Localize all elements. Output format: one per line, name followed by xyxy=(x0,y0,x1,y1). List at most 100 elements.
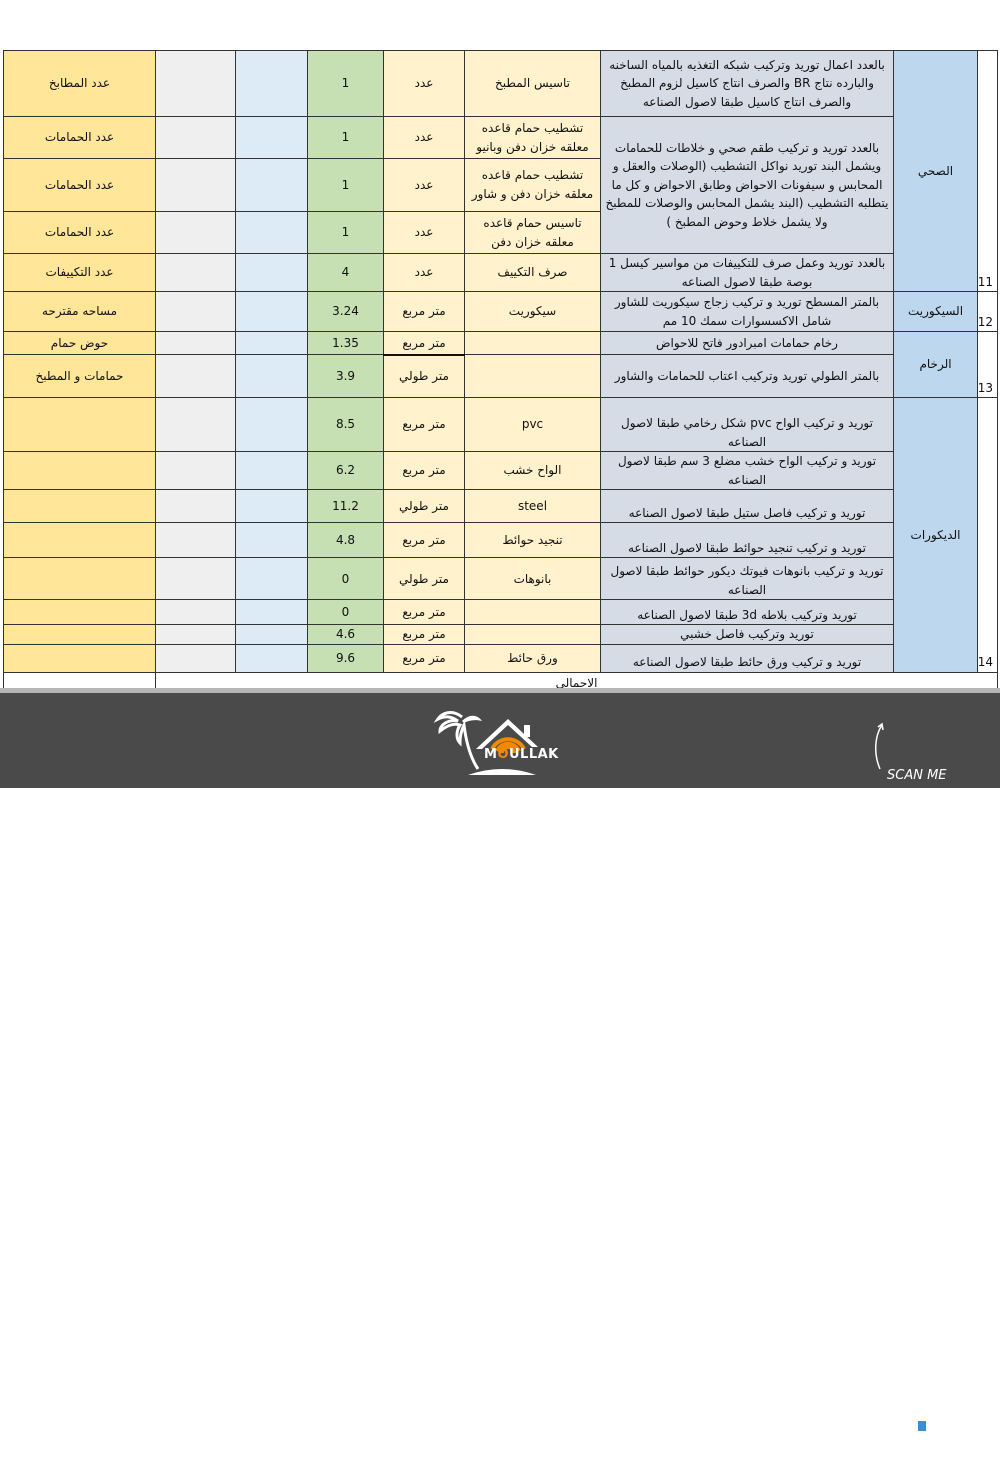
note-cell: عدد الحمامات xyxy=(3,158,156,212)
total-price-cell xyxy=(155,489,236,524)
unit-price-cell xyxy=(235,116,308,159)
unit-cell: متر مربع xyxy=(383,643,465,673)
total-price-cell xyxy=(155,50,236,117)
note-cell xyxy=(3,489,156,524)
item-number: 12 xyxy=(977,291,998,333)
total-price-cell xyxy=(155,397,236,453)
quantity-cell: 0 xyxy=(307,599,384,626)
footer-divider xyxy=(0,688,1000,693)
unit-price-cell xyxy=(235,557,308,601)
item-name-cell: سيكوريت xyxy=(464,291,601,333)
quantity-cell: 9.6 xyxy=(307,643,384,673)
qr-code-icon xyxy=(888,1393,956,1461)
unit-price-cell xyxy=(235,354,308,399)
unit-cell: متر طولي xyxy=(383,489,465,524)
total-price-cell xyxy=(155,116,236,159)
table-row: بالعدد توريد وعمل صرف للتكييفات من مواسي… xyxy=(3,252,998,293)
unit-cell: متر مربع xyxy=(383,331,465,356)
quantity-cell: 4 xyxy=(307,252,384,293)
total-price-cell xyxy=(155,158,236,212)
description-cell: بالمتر المسطح توريد و تركيب زجاج سيكوريت… xyxy=(600,291,894,333)
total-price-cell xyxy=(155,291,236,333)
item-name-cell: pvc xyxy=(464,397,601,453)
table-row: 13 الرخام رخام حمامات امبرادور فاتح للاحوا… xyxy=(3,331,998,399)
note-cell xyxy=(3,522,156,559)
quantity-cell: 1 xyxy=(307,50,384,117)
note-cell: حوض حمام xyxy=(3,331,156,356)
description-cell: بالعدد توريد وعمل صرف للتكييفات من مواسي… xyxy=(600,252,894,293)
unit-cell: متر مربع xyxy=(383,291,465,333)
quantity-cell: 11.2 xyxy=(307,489,384,524)
description-cell: توريد و تركيب بانوهات فيوتك ديكور حوائط … xyxy=(600,557,894,601)
unit-cell: متر مربع xyxy=(383,624,465,645)
unit-cell: عدد xyxy=(383,158,465,212)
total-price-cell xyxy=(155,624,236,645)
item-number: 13 xyxy=(977,331,998,399)
note-cell: عدد المطابخ xyxy=(3,50,156,117)
total-price-cell xyxy=(155,211,236,254)
description-cell: توريد وتركيب بلاطه 3d طبقا لاصول الصناعه xyxy=(600,599,894,626)
note-cell xyxy=(3,624,156,645)
quantity-cell: 3.24 xyxy=(307,291,384,333)
item-name-cell: steel xyxy=(464,489,601,524)
table-row: 12 السيكوريت بالمتر المسطح توريد و تركيب ز… xyxy=(3,291,998,333)
quantity-cell: 8.5 xyxy=(307,397,384,453)
table-row: بالعدد توريد و تركيب طقم صحي و خلاطات لل… xyxy=(3,116,998,254)
unit-cell: متر طولي xyxy=(383,354,465,399)
item-name-cell xyxy=(464,354,601,399)
quantities-table: 11 الصحي بالعدد اعمال توريد وتركيب شبكه ال… xyxy=(3,49,998,694)
description-cell: بالمتر الطولي توريد وتركيب اعتاب للحماما… xyxy=(600,354,894,399)
table-row: تشطيب حمام قاعده معلقه خزان دفن و شاور عد… xyxy=(3,158,998,212)
description-cell: توريد و تركيب فاصل ستيل طبقا لاصول الصنا… xyxy=(600,489,894,524)
note-cell: عدد الحمامات xyxy=(3,116,156,159)
unit-price-cell xyxy=(235,211,308,254)
unit-cell: عدد xyxy=(383,252,465,293)
total-price-cell xyxy=(155,643,236,673)
total-price-cell xyxy=(155,599,236,626)
table-row: 14 الديكورات توريد و تركيب الواح pvc شكل ر… xyxy=(3,397,998,673)
note-cell xyxy=(3,643,156,673)
item-name-cell xyxy=(464,599,601,626)
palm-house-wifi-logo-icon xyxy=(433,711,538,775)
item-name-cell: تنجيد حوائط xyxy=(464,522,601,559)
unit-price-cell xyxy=(235,331,308,356)
category-cell: الصحي xyxy=(893,49,978,293)
quantity-cell: 0 xyxy=(307,557,384,601)
description-cell: توريد و تركيب الواح خشب مضلع 3 سم طبقا ل… xyxy=(600,451,894,491)
note-cell xyxy=(3,599,156,626)
total-price-cell xyxy=(155,354,236,399)
item-name-cell: بانوهات xyxy=(464,557,601,601)
table-row: توريد و تركيب فاصل ستيل طبقا لاصول الصنا… xyxy=(3,489,998,524)
unit-cell: متر مربع xyxy=(383,599,465,626)
category-cell: الرخام xyxy=(893,331,978,399)
unit-price-cell xyxy=(235,643,308,673)
item-name-cell xyxy=(464,624,601,645)
item-name-cell: تشطيب حمام قاعده معلقه خزان دفن و شاور xyxy=(464,158,601,212)
table-row: توريد و تركيب ورق حائط طبقا لاصول الصناع… xyxy=(3,643,998,673)
item-name-cell: تاسيس حمام قاعده معلقه خزان دفن xyxy=(464,211,601,254)
quantity-cell: 1 xyxy=(307,116,384,159)
item-number: 11 xyxy=(977,49,998,293)
footer xyxy=(0,693,1000,1461)
total-price-cell xyxy=(155,557,236,601)
unit-cell: متر طولي xyxy=(383,557,465,601)
item-name-cell xyxy=(464,331,601,356)
unit-price-cell xyxy=(235,252,308,293)
note-cell xyxy=(3,557,156,601)
item-name-cell: صرف التكييف xyxy=(464,252,601,293)
description-cell: توريد وتركيب فاصل خشبي xyxy=(600,624,894,645)
total-price-cell xyxy=(155,522,236,559)
item-name-cell: تاسيس المطبخ xyxy=(464,50,601,117)
note-cell: عدد التكييفات xyxy=(3,252,156,293)
total-price-cell xyxy=(155,451,236,491)
table-row: 11 الصحي بالعدد اعمال توريد وتركيب شبكه ال… xyxy=(3,49,998,293)
description-cell: رخام حمامات امبرادور فاتح للاحواض xyxy=(600,331,894,356)
note-cell: مساحه مقترحه xyxy=(3,291,156,333)
unit-price-cell xyxy=(235,624,308,645)
table-row: توريد وتركيب بلاطه 3d طبقا لاصول الصناعه… xyxy=(3,599,998,626)
quantity-cell: 4.8 xyxy=(307,522,384,559)
quantity-cell: 1.35 xyxy=(307,331,384,356)
quantity-cell: 1 xyxy=(307,211,384,254)
unit-price-cell xyxy=(235,599,308,626)
quantity-cell: 1 xyxy=(307,158,384,212)
